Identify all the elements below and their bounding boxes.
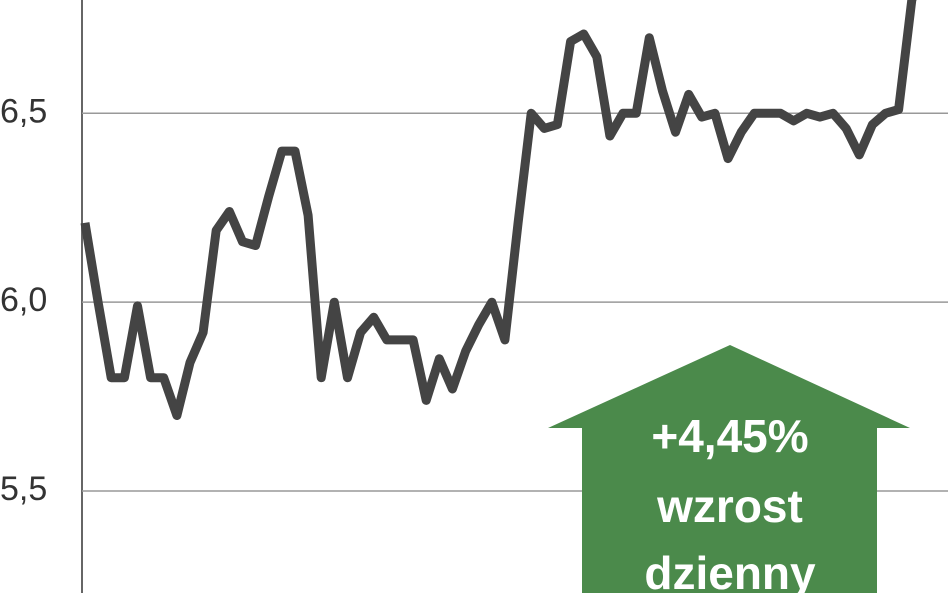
y-tick-label: 6,0: [0, 281, 47, 319]
price-line: [80, 0, 917, 420]
y-tick-label: 6,5: [0, 92, 47, 130]
annotation-text: +4,45%: [651, 410, 808, 462]
arrow-shape: [548, 345, 910, 593]
change-badge: +4,45% wzrost dzienny: [548, 345, 910, 593]
annotation-text: dzienny: [644, 547, 816, 593]
y-tick-label: 5,5: [0, 470, 47, 508]
annotation-text: wzrost: [656, 480, 803, 532]
